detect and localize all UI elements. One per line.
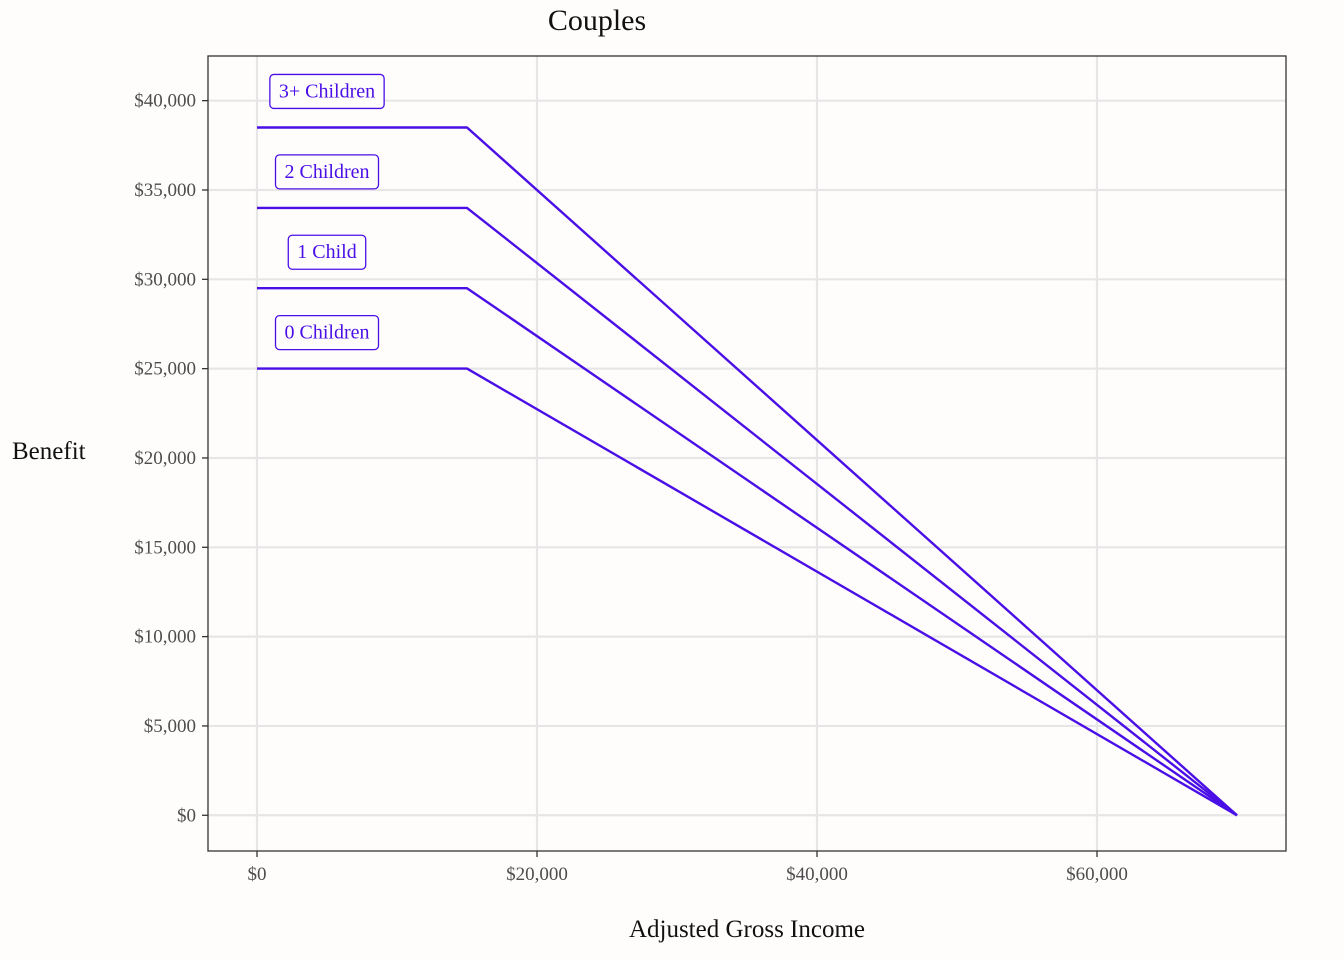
x-axis-label: Adjusted Gross Income [628,916,866,943]
series-label-box [274,154,380,190]
series-labels: 0 Children 1 Child 2 Children 3+ Children [269,73,385,351]
x-tick-label: $40,000 [786,864,848,885]
y-axis-label: Benefit [12,438,86,465]
series-line-3 [257,126,1238,817]
y-tick-label: $15,000 [134,537,196,558]
x-tick-label: $0 [248,864,267,885]
y-tick-label: $25,000 [134,359,196,380]
series-line-0 [257,367,1238,817]
series-label-text: 3+ Children [279,80,375,102]
y-tick-label: $35,000 [134,180,196,201]
series-label-text: 0 Children [285,322,370,344]
series-label-1: 1 Child [287,234,367,270]
chart-title: Couples [547,4,647,37]
y-tick-label: $10,000 [134,627,196,648]
series-label-box [287,234,367,270]
series-label-text: 1 Child [297,241,356,263]
series-lines [257,126,1238,817]
series-line-1 [257,287,1238,817]
series-label-box [274,314,380,351]
plot-panel-border [207,55,1287,852]
series-label-box [269,73,385,110]
y-tick-label: $40,000 [134,91,196,112]
series-label-text: 2 Children [285,161,370,183]
axes: $0 $20,000 $40,000 $60,000 $0 $5,000 $10,000 $1… [134,91,1128,885]
y-tick-label: $30,000 [134,269,196,290]
y-tick-label: $5,000 [144,716,196,737]
x-tick-label: $60,000 [1066,864,1128,885]
series-label-0: 0 Children [274,314,380,351]
y-tick-label: $20,000 [134,448,196,469]
series-line-2 [257,206,1238,817]
y-tick-label: $0 [177,805,196,826]
series-label-3: 3+ Children [269,73,385,110]
series-label-2: 2 Children [274,154,380,190]
x-tick-label: $20,000 [506,864,568,885]
